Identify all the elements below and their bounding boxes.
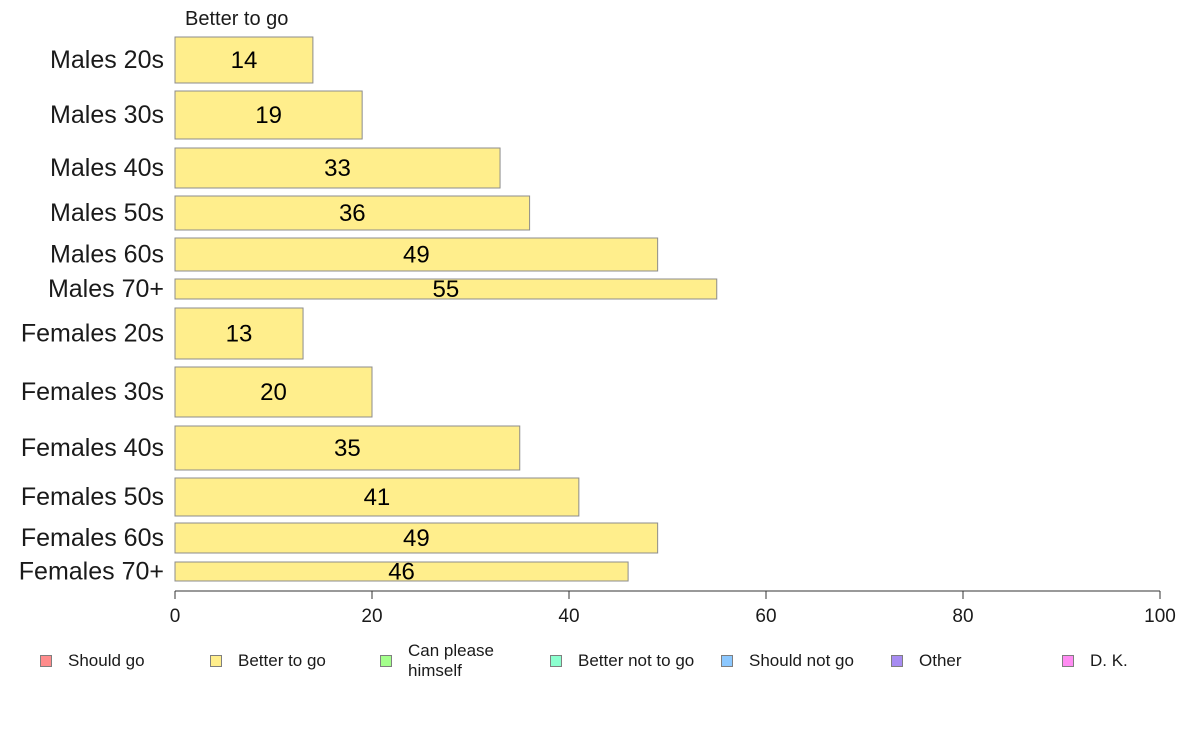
legend-swatch (550, 655, 562, 667)
bar-row: Females 40s 35 (21, 425, 521, 471)
legend-swatch (1062, 655, 1074, 667)
x-tick-label: 40 (558, 606, 579, 627)
legend-label: Other (919, 651, 962, 670)
bar (174, 477, 580, 517)
bar-row: Females 20s 13 (21, 307, 304, 360)
value-label: 49 (403, 242, 430, 269)
category-label: Females 60s (21, 524, 164, 552)
category-label: Males 40s (50, 154, 164, 182)
category-label: Males 60s (50, 241, 164, 269)
bar (174, 278, 718, 300)
legend-item-dk: D. K. (1062, 640, 1128, 671)
legend-item-should-go: Should go (40, 640, 145, 671)
bar (174, 366, 373, 418)
bar (174, 425, 521, 471)
legend-label: Should go (68, 651, 145, 670)
category-label: Males 50s (50, 199, 164, 227)
bar (174, 522, 659, 554)
category-label: Females 30s (21, 378, 164, 406)
category-label: Males 30s (50, 101, 164, 129)
legend-item-can-please-himself: Can please himself (380, 640, 494, 681)
legend-label: Should not go (749, 651, 854, 670)
x-tick-label: 60 (755, 606, 776, 627)
legend-item-better-to-go: Better to go (210, 640, 326, 671)
value-label: 41 (364, 484, 391, 511)
x-tick-label: 20 (361, 606, 382, 627)
bar (174, 307, 304, 360)
bar-row: Males 50s 36 (50, 195, 531, 231)
category-label: Females 20s (21, 320, 164, 348)
legend-label: Better not to go (578, 651, 695, 670)
bar (174, 195, 531, 231)
bar (174, 561, 629, 582)
legend-swatch (891, 655, 903, 667)
legend-item-better-not-to-go: Better not to go (550, 640, 694, 671)
value-label: 19 (255, 102, 282, 129)
value-label: 20 (260, 379, 287, 406)
value-label: 33 (324, 155, 351, 182)
bar (174, 36, 314, 84)
value-label: 49 (403, 525, 430, 552)
bar-row: Males 40s 33 (50, 147, 501, 189)
bar-row: Males 70+ 55 (48, 275, 718, 303)
bar-row: Males 30s 19 (50, 90, 363, 140)
x-tick-label: 80 (952, 606, 973, 627)
value-label: 55 (433, 276, 460, 303)
value-label: 36 (339, 200, 366, 227)
bar (174, 90, 363, 140)
bars-group: Males 20s 14 Males 30s 19 Males 40s 33 Males 5… (19, 36, 718, 586)
bar-row: Males 20s 14 (50, 36, 314, 84)
category-label: Females 40s (21, 434, 164, 462)
legend-label: D. K. (1090, 651, 1128, 670)
legend-item-other: Other (891, 640, 962, 671)
legend-swatch (40, 655, 52, 667)
x-axis: 0 20 40 60 80 100 (170, 590, 1176, 627)
value-label: 13 (226, 321, 253, 348)
bar-row: Females 60s 49 (21, 522, 659, 554)
bar-row: Males 60s 49 (50, 237, 659, 272)
category-label: Males 20s (50, 46, 164, 74)
value-label: 14 (231, 47, 258, 74)
legend-swatch (721, 655, 733, 667)
bar-row: Females 30s 20 (21, 366, 373, 418)
legend-swatch (210, 655, 222, 667)
category-label: Females 70+ (19, 558, 164, 586)
value-label: 46 (388, 559, 415, 586)
bar-row: Females 70+ 46 (19, 558, 629, 586)
legend-swatch (380, 655, 392, 667)
bar (174, 147, 501, 189)
bar-row: Females 50s 41 (21, 477, 580, 517)
bar (174, 237, 659, 272)
legend: Should go Better to go Can please himsel… (0, 640, 1188, 690)
legend-label: Can please himself (408, 641, 495, 680)
value-label: 35 (334, 435, 361, 462)
category-label: Males 70+ (48, 275, 164, 303)
series-label: Better to go (185, 8, 288, 30)
legend-item-should-not-go: Should not go (721, 640, 854, 671)
x-tick-label: 0 (170, 606, 181, 627)
x-tick-label: 100 (1144, 606, 1176, 627)
category-label: Females 50s (21, 483, 164, 511)
legend-label: Better to go (238, 651, 326, 670)
